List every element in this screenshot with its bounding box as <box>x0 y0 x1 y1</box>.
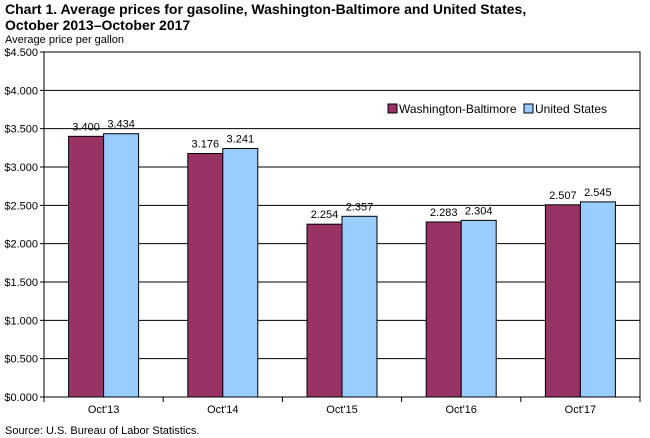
y-tick-label: $3.500 <box>4 124 38 136</box>
bar-united-states <box>103 133 140 398</box>
x-tick-label: Oct'16 <box>445 404 476 416</box>
bar-united-states <box>222 148 259 398</box>
bar-data-label: 2.254 <box>311 209 339 221</box>
bar-data-label: 2.283 <box>430 207 458 219</box>
bar-data-label: 2.357 <box>346 201 374 213</box>
x-tick-label: Oct'13 <box>88 404 119 416</box>
x-tick-label: Oct'17 <box>565 404 596 416</box>
source-note: Source: U.S. Bureau of Labor Statistics. <box>5 425 200 437</box>
bar-data-label: 3.241 <box>227 134 255 146</box>
y-tick-label: $2.500 <box>4 200 38 212</box>
chart-title: Chart 1. Average prices for gasoline, Wa… <box>5 1 645 33</box>
y-tick-label: $1.500 <box>4 277 38 289</box>
bar-washington-baltimore <box>187 153 224 398</box>
bar-united-states <box>579 201 616 398</box>
y-tick-label: $0.000 <box>4 392 38 404</box>
bar-washington-baltimore <box>68 135 105 398</box>
y-tick-label: $4.500 <box>4 47 38 59</box>
bar-washington-baltimore <box>544 204 581 398</box>
bar-washington-baltimore <box>425 221 462 398</box>
bar-data-label: 3.176 <box>192 139 220 151</box>
bar-data-label: 2.507 <box>549 190 577 202</box>
bar-data-label: 3.400 <box>72 121 100 133</box>
y-tick-label: $4.000 <box>4 85 38 97</box>
bar-data-label: 2.545 <box>584 187 612 199</box>
legend-label: Washington-Baltimore <box>399 102 517 116</box>
bar-united-states <box>460 219 497 398</box>
x-tick-label: Oct'14 <box>207 404 238 416</box>
y-tick-label: $2.000 <box>4 239 38 251</box>
y-tick-label: $0.500 <box>4 354 38 366</box>
chart-title-line-1: Chart 1. Average prices for gasoline, Wa… <box>5 1 527 17</box>
y-axis-label: Average price per gallon <box>5 34 125 46</box>
chart-title-line-2: October 2013–October 2017 <box>5 17 191 33</box>
bar-washington-baltimore <box>306 223 343 398</box>
y-tick-label: $3.000 <box>4 162 38 174</box>
bar-data-label: 2.304 <box>465 205 493 217</box>
y-tick-label: $1.000 <box>4 315 38 327</box>
bar-united-states <box>341 215 378 398</box>
legend-swatch <box>387 103 398 114</box>
bar-data-label: 3.434 <box>107 119 135 131</box>
x-tick-label: Oct'15 <box>326 404 357 416</box>
legend-swatch <box>523 103 534 114</box>
legend-label: United States <box>535 102 607 116</box>
